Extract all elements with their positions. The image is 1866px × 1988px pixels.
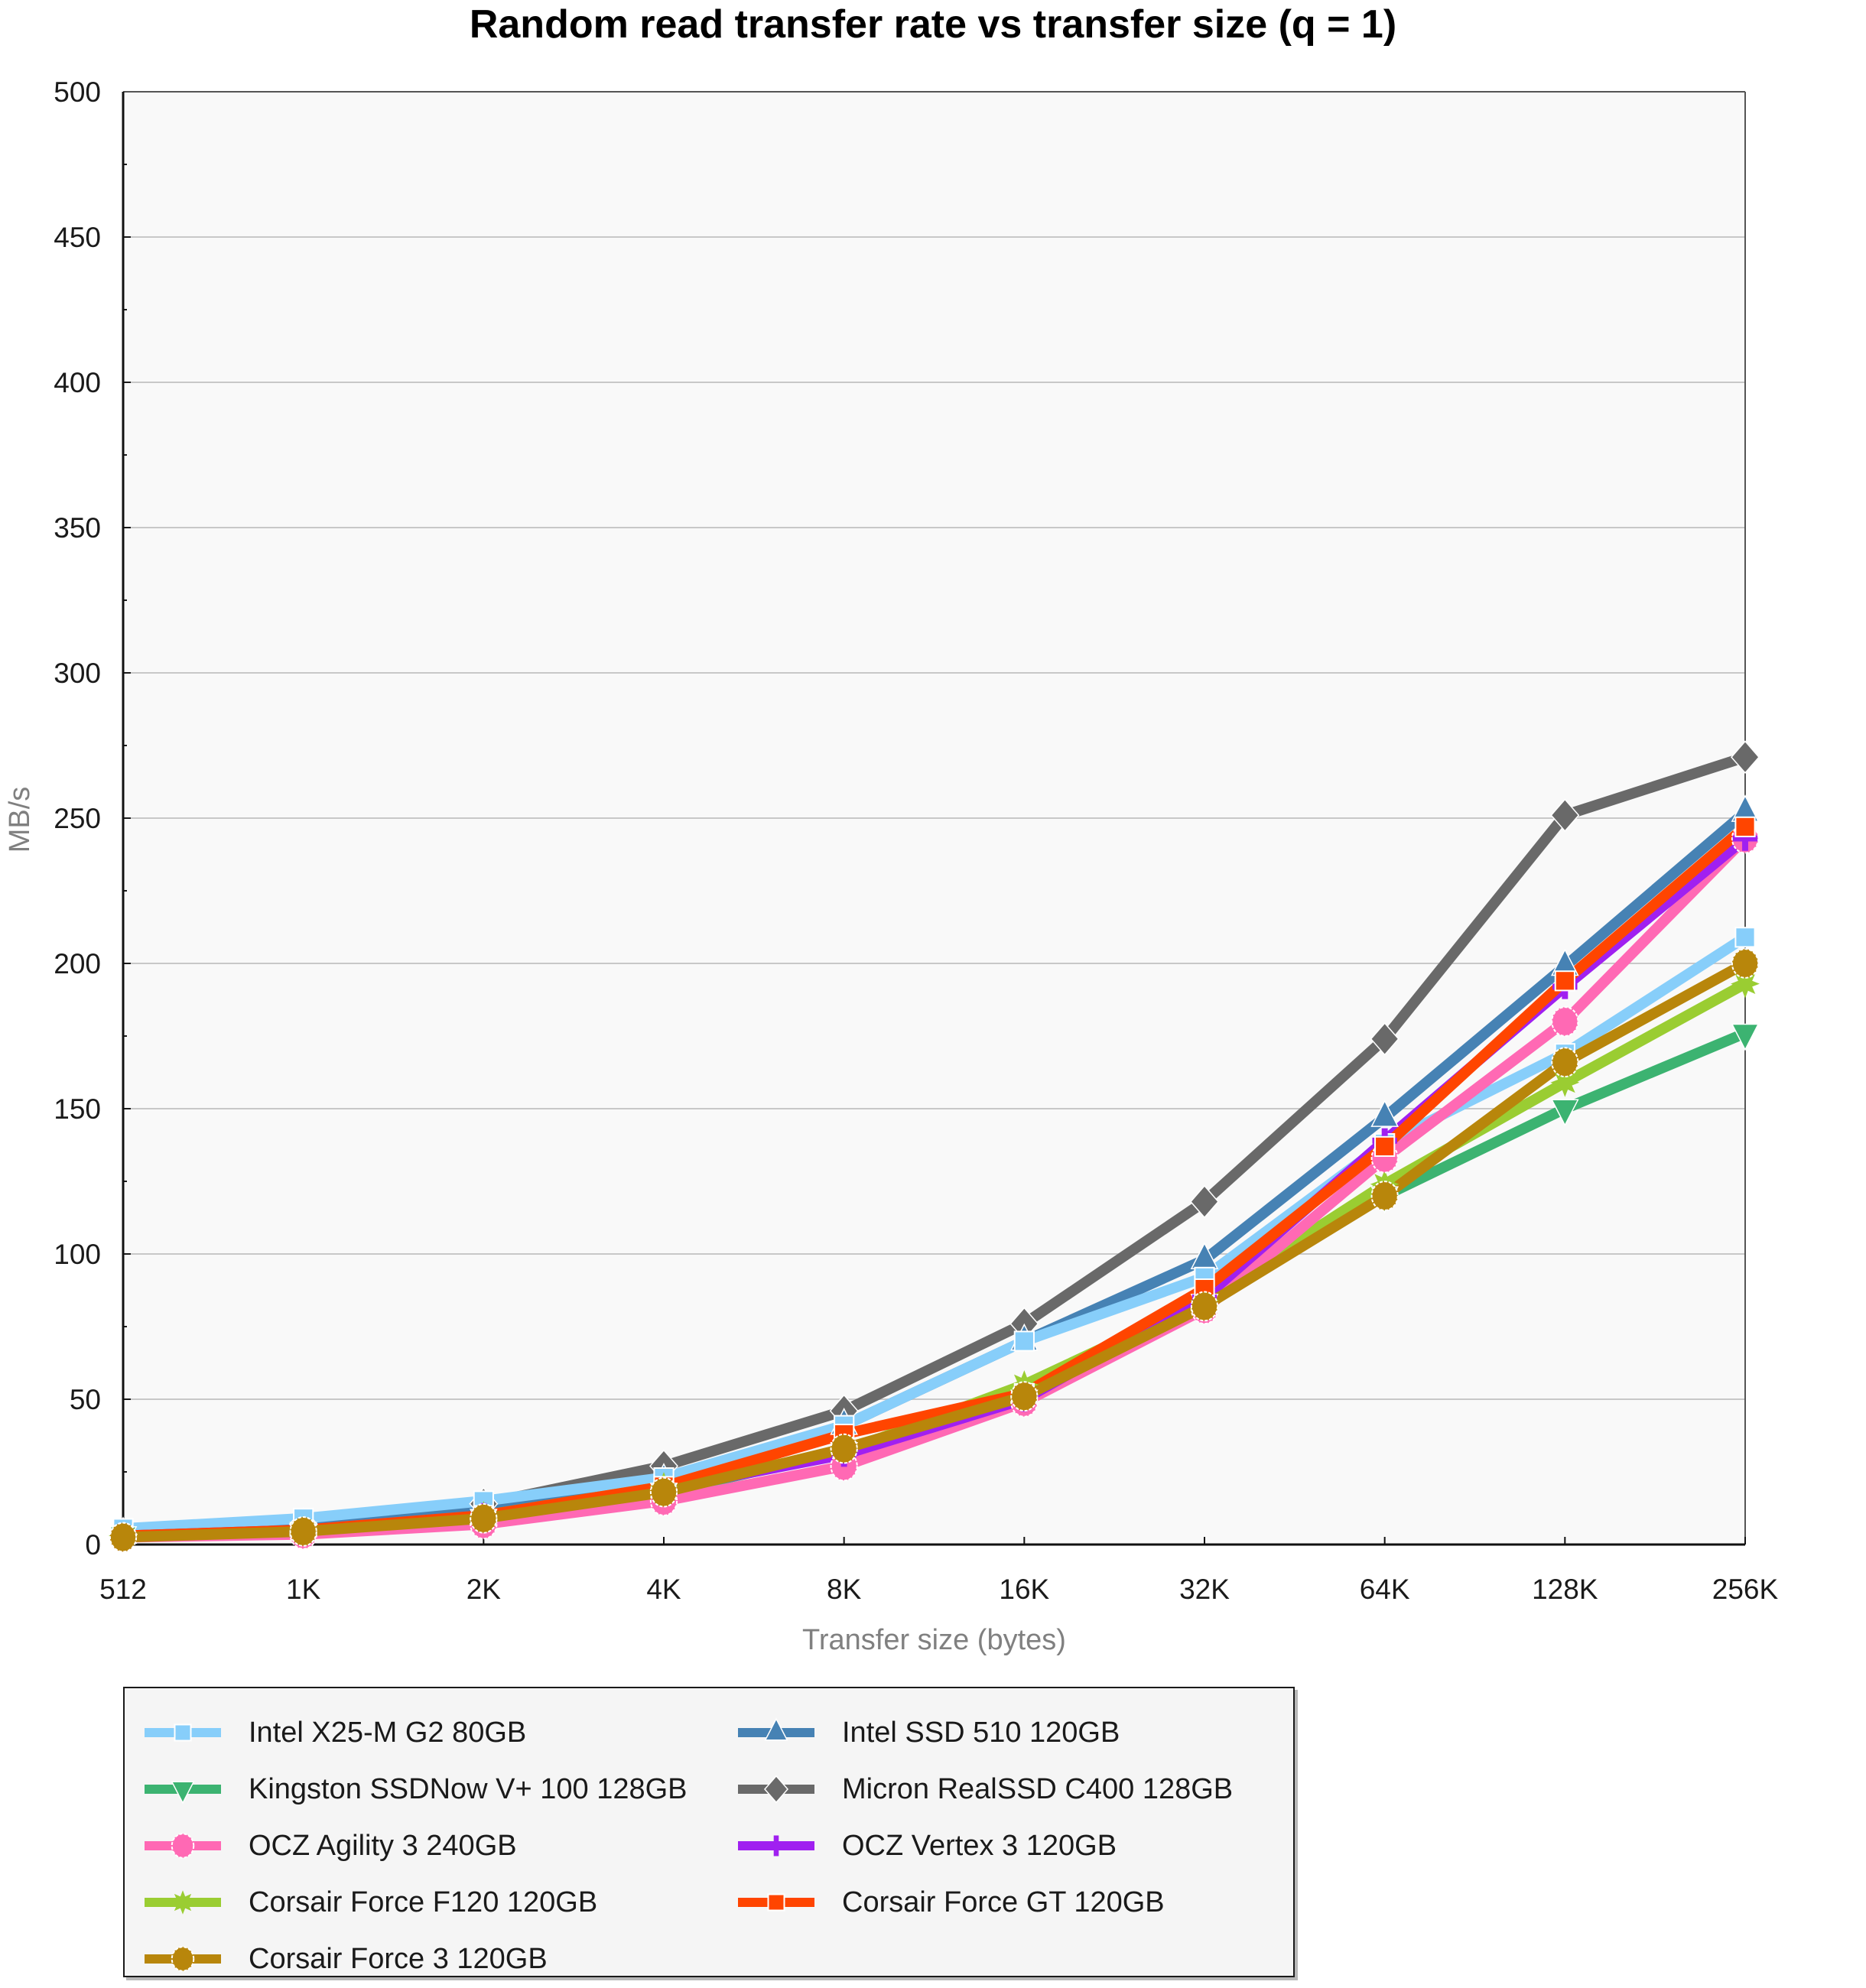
data-point xyxy=(1010,1381,1039,1412)
series-line-4 xyxy=(122,958,1748,1543)
x-tick-label: 128K xyxy=(1532,1574,1598,1605)
legend-marker xyxy=(171,1781,195,1804)
legend-marker xyxy=(174,1723,192,1742)
legend-marker xyxy=(171,1833,195,1859)
legend: Intel X25-M G2 80GB Kingston SSDNow V+ 10… xyxy=(123,1687,1295,1977)
y-tick-label: 400 xyxy=(54,367,101,398)
legend-marker xyxy=(766,1835,787,1856)
legend-item: Intel SSD 510 120GB xyxy=(738,1710,1120,1756)
legend-marker-icon xyxy=(145,1890,221,1915)
series-markers xyxy=(109,740,1760,1554)
legend-label: Kingston SSDNow V+ 100 128GB xyxy=(249,1772,688,1805)
chart-title: Random read transfer rate vs transfer si… xyxy=(469,2,1397,47)
gridlines xyxy=(123,236,1745,1400)
data-point xyxy=(1731,1023,1760,1051)
x-tick-label: 8K xyxy=(827,1574,862,1605)
legend-item: Micron RealSSD C400 128GB xyxy=(738,1766,1233,1812)
x-axis-title: Transfer size (bytes) xyxy=(802,1624,1066,1656)
data-point xyxy=(1190,1291,1219,1322)
data-point xyxy=(1551,1006,1579,1037)
y-tick-label: 200 xyxy=(54,948,101,979)
legend-marker-icon xyxy=(145,1833,221,1859)
legend-label: Corsair Force F120 120GB xyxy=(249,1886,598,1918)
legend-marker-icon xyxy=(738,1893,814,1912)
legend-item: OCZ Vertex 3 120GB xyxy=(738,1823,1117,1869)
data-point xyxy=(1190,1184,1219,1219)
data-point xyxy=(470,1502,498,1534)
legend-item: Kingston SSDNow V+ 100 128GB xyxy=(145,1766,688,1812)
legend-marker-icon xyxy=(738,1835,814,1856)
y-axis-title: MB/s xyxy=(4,787,36,853)
data-point xyxy=(1734,927,1756,948)
tick-labels: 0 50 100 150 200 250 300 350 400 450 500 512 1K 2K 4K 8… xyxy=(54,76,1778,1605)
legend-item: Corsair Force 3 120GB xyxy=(145,1936,548,1982)
legend-marker-icon xyxy=(738,1775,814,1804)
y-tick-label: 350 xyxy=(54,512,101,544)
data-point xyxy=(1731,969,1760,999)
x-tick-label: 4K xyxy=(646,1574,681,1605)
data-point xyxy=(1731,740,1760,775)
data-point xyxy=(1370,1100,1399,1127)
legend-label: Micron RealSSD C400 128GB xyxy=(842,1772,1234,1805)
legend-marker-icon xyxy=(145,1946,221,1972)
x-tick-label: 512 xyxy=(99,1574,147,1605)
legend-marker-icon xyxy=(145,1723,221,1742)
y-tick-label: 300 xyxy=(54,658,101,689)
legend-marker xyxy=(767,1893,785,1912)
y-tick-label: 500 xyxy=(54,76,101,108)
legend-label: OCZ Agility 3 240GB xyxy=(249,1829,517,1862)
data-point xyxy=(1370,1022,1400,1056)
legend-item: Corsair Force F120 120GB xyxy=(145,1879,597,1925)
legend-marker xyxy=(171,1946,195,1972)
data-point xyxy=(1374,1135,1396,1158)
data-point xyxy=(649,1476,678,1508)
y-tick-label: 250 xyxy=(54,803,101,834)
data-point xyxy=(1734,816,1756,838)
data-point xyxy=(1550,1067,1580,1097)
legend-marker-icon xyxy=(738,1717,814,1741)
legend-label: Intel X25-M G2 80GB xyxy=(249,1716,527,1749)
x-tick-label: 1K xyxy=(286,1574,321,1605)
legend-marker xyxy=(764,1717,788,1741)
series-line-0 xyxy=(122,932,1748,1535)
data-point xyxy=(1551,1099,1579,1127)
y-tick-label: 50 xyxy=(70,1384,101,1415)
data-point xyxy=(1370,1181,1399,1211)
legend-label: Corsair Force GT 120GB xyxy=(842,1886,1165,1918)
data-point xyxy=(1731,948,1760,979)
data-point xyxy=(1554,970,1575,992)
y-tick-label: 100 xyxy=(54,1239,101,1270)
legend-label: Intel SSD 510 120GB xyxy=(842,1716,1120,1749)
chart-area: 0 50 100 150 200 250 300 350 400 450 500 512 1K 2K 4K 8… xyxy=(4,76,1779,1656)
x-tick-label: 32K xyxy=(1179,1574,1230,1605)
data-point xyxy=(1732,826,1758,851)
legend-item: Intel X25-M G2 80GB xyxy=(145,1710,526,1756)
x-tick-label: 2K xyxy=(466,1574,502,1605)
legend-marker xyxy=(171,1890,195,1915)
data-point xyxy=(1550,798,1580,833)
legend-item: Corsair Force GT 120GB xyxy=(738,1879,1165,1925)
y-tick-label: 450 xyxy=(54,222,101,253)
series-markers-4 xyxy=(109,948,1760,1553)
legend-marker-icon xyxy=(145,1781,221,1804)
x-tick-label: 16K xyxy=(999,1574,1049,1605)
series-lines xyxy=(122,752,1749,1543)
x-tick-label: 256K xyxy=(1712,1574,1779,1605)
data-point xyxy=(1013,1330,1035,1352)
x-tick-label: 64K xyxy=(1360,1574,1410,1605)
data-point xyxy=(830,1433,858,1464)
legend-label: Corsair Force 3 120GB xyxy=(249,1942,548,1975)
legend-label: OCZ Vertex 3 120GB xyxy=(842,1829,1117,1862)
data-point xyxy=(1551,1047,1579,1078)
y-tick-label: 150 xyxy=(54,1093,101,1125)
y-tick-label: 0 xyxy=(85,1529,101,1561)
data-point xyxy=(109,1522,138,1553)
legend-marker xyxy=(764,1775,788,1804)
data-point xyxy=(289,1516,317,1547)
legend-item: OCZ Agility 3 240GB xyxy=(145,1823,517,1869)
